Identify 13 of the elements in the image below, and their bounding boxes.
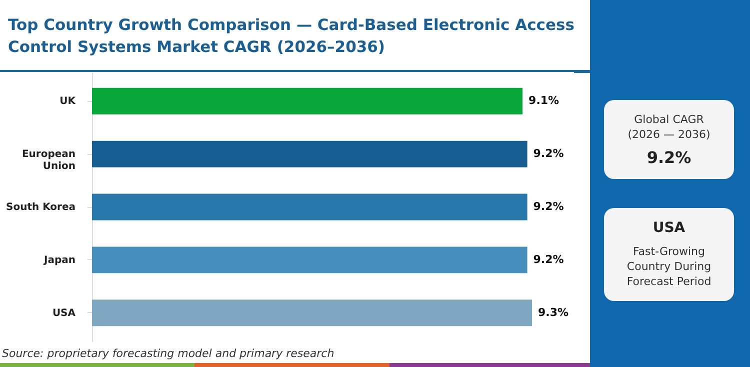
data-label: 9.2% — [533, 200, 564, 213]
data-label: 9.2% — [533, 252, 564, 266]
y-tick-label: UK — [60, 96, 77, 108]
chart-title: Top Country Growth Comparison — Card-Based Electronic Access Control Systems Market CAGR (2026–2036) — [8, 15, 576, 58]
data-label: 9.1% — [528, 94, 560, 108]
y-tick-label: South Korea — [6, 202, 76, 213]
side-panel: Global CAGR (2026 — 2036) 9.2% USA Fast-Growing Country During Forecast Period — [590, 0, 750, 367]
data-label: 9.3% — [538, 306, 569, 319]
y-tick-label: Japan — [43, 254, 76, 266]
data-label: 9.2% — [533, 147, 564, 160]
y-tick-label: USA — [52, 308, 76, 319]
y-tick-label: European Union — [22, 149, 76, 172]
source-note: Source: proprietary forecasting model and primary research — [2, 347, 334, 360]
